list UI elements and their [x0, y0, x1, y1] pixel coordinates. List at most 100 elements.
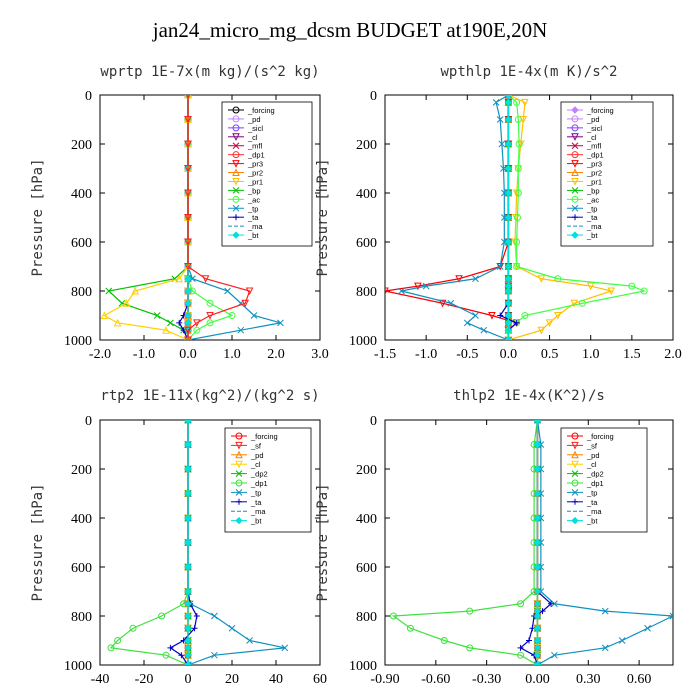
legend-marker: [571, 124, 579, 132]
y-tick-label: 400: [356, 187, 377, 202]
legend-marker: [571, 450, 579, 459]
data-point: [505, 95, 512, 99]
x-tick-label: 3.0: [311, 347, 329, 362]
data-point: [545, 319, 554, 327]
data-point: [497, 312, 504, 319]
data-point: [628, 282, 636, 290]
data-point: [184, 140, 192, 149]
x-tick-label: 20: [225, 672, 239, 687]
data-point: [640, 287, 648, 295]
data-point: [514, 165, 522, 172]
legend-marker: [235, 479, 243, 487]
data-point: [201, 275, 210, 283]
chart-panel-3: rtp2 1E-11x(kg^2)/(kg^2 s) Pressure [hPa]…: [30, 388, 327, 687]
legend-label: _ma: [250, 507, 266, 516]
legend-box: [560, 101, 654, 247]
data-point: [504, 115, 513, 124]
data-point: [669, 612, 673, 620]
data-point: [537, 275, 546, 283]
data-point: [211, 651, 218, 659]
data-point: [504, 95, 513, 99]
data-point: [191, 625, 198, 632]
legend-label: _ma: [586, 507, 602, 516]
y-tick-label: 600: [356, 236, 377, 251]
y-tick-label: 600: [356, 561, 377, 576]
legend-label: _bp: [586, 186, 600, 195]
x-tick-label: 0.0: [179, 347, 197, 362]
y-tick-label: 400: [71, 187, 92, 202]
data-point: [504, 189, 513, 197]
legend-label: _pr2: [247, 169, 263, 178]
data-point: [534, 661, 541, 665]
data-point: [504, 299, 513, 307]
x-tick-label: 1.0: [582, 347, 600, 362]
data-point: [570, 299, 579, 308]
y-tick-label: 0: [85, 414, 92, 429]
legend-label: _ma: [586, 222, 602, 231]
x-tick-label: 0.30: [576, 672, 601, 687]
legend-marker: [235, 489, 243, 496]
legend-marker: [232, 168, 240, 177]
legend-marker: [571, 195, 579, 203]
y-tick-label: 1000: [349, 334, 377, 349]
panel-title: thlp2 1E-4x(K^2)/s: [453, 388, 605, 404]
y-tick-label: 600: [71, 236, 92, 251]
series-line-ac: [507, 95, 647, 340]
data-point: [184, 263, 192, 271]
x-tick-label: 0.5: [541, 347, 559, 362]
data-point: [551, 600, 558, 608]
data-point: [100, 311, 109, 319]
data-point: [184, 465, 192, 473]
data-point: [113, 318, 122, 327]
data-point: [586, 282, 595, 291]
legend-marker: [232, 204, 240, 212]
legend-label: _bt: [247, 231, 259, 240]
y-tick-label: 400: [356, 512, 377, 527]
data-point: [414, 282, 422, 291]
y-tick-label: 200: [71, 463, 92, 478]
legend: _forcing_pd_sicl_cl_mfl_dp1_pr3_pr2_pr1_…: [560, 101, 654, 247]
data-point: [184, 189, 192, 198]
legend-marker: [232, 106, 240, 114]
legend-label: _cl: [250, 460, 261, 469]
data-point: [162, 651, 170, 659]
data-point: [618, 637, 626, 644]
data-point: [548, 600, 555, 607]
data-point: [193, 326, 201, 334]
data-point: [398, 287, 405, 295]
legend-label: _pd: [250, 451, 264, 460]
legend-marker: [235, 470, 243, 477]
y-tick-label: 800: [71, 285, 92, 300]
y-tick-label: 0: [85, 89, 92, 104]
legend-box: [221, 101, 313, 247]
data-point: [438, 299, 447, 308]
x-tick-label: 0: [185, 672, 192, 687]
data-point: [184, 538, 192, 547]
legend-label: _dp2: [586, 470, 604, 479]
data-point: [184, 514, 192, 522]
data-point: [184, 600, 192, 608]
data-point: [551, 651, 558, 659]
data-point: [129, 624, 137, 632]
data-point: [472, 275, 479, 283]
legend-marker: [571, 204, 579, 212]
legend-label: _ac: [247, 195, 260, 204]
data-point: [277, 319, 284, 327]
legend-label: _sicl: [586, 124, 602, 133]
y-tick-label: 800: [71, 610, 92, 625]
data-point: [192, 319, 201, 327]
data-point: [184, 489, 192, 498]
legend-label: _cl: [586, 133, 597, 142]
data-point: [504, 287, 513, 295]
data-point: [514, 189, 522, 197]
data-point: [184, 165, 192, 173]
legend: _forcing_sf_pd_cl_dp2_dp1_tp_ta_ma_bt: [560, 427, 648, 533]
data-point: [245, 287, 254, 296]
data-point: [513, 238, 521, 246]
x-tick-label: 40: [269, 672, 283, 687]
data-point: [184, 336, 192, 340]
chart-panel-1: wprtp 1E-7x(m kg)/(s^2 kg) Pressure [hPa]…: [30, 64, 329, 362]
data-point: [184, 287, 192, 295]
series-line-dp1: [109, 420, 189, 665]
series-group: [385, 95, 648, 340]
